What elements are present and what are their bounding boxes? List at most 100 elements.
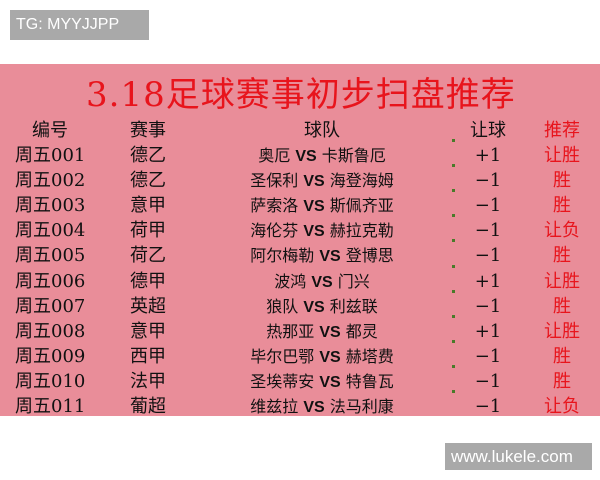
match-code: 周五008 xyxy=(15,320,86,342)
away-team: 都灵 xyxy=(345,321,378,341)
cell-marker-icon xyxy=(452,239,455,243)
away-team: 卡斯鲁厄 xyxy=(321,146,386,165)
match-code: 周五007 xyxy=(15,295,86,317)
handicap: +1 xyxy=(474,270,502,292)
teams: 萨索洛 VS 斯佩齐亚 xyxy=(222,193,422,219)
cell-marker-icon xyxy=(452,390,455,393)
recommendation: 让负 xyxy=(544,220,580,242)
away-team: 特鲁瓦 xyxy=(345,371,394,391)
teams: 海伦芬 VS 赫拉克勒 xyxy=(222,218,422,244)
watermark-bottom: www.lukele.com xyxy=(445,443,592,470)
league: 德甲 xyxy=(130,270,166,292)
table-row: 周五007 英超 狼队 VS 利兹联 −1 胜 xyxy=(0,289,600,319)
match-code: 周五006 xyxy=(15,270,86,292)
home-team: 热那亚 xyxy=(266,321,315,341)
league: 西甲 xyxy=(130,345,166,367)
match-code: 周五001 xyxy=(15,145,86,166)
recommendation-board: 3.18足球赛事初步扫盘推荐 编号 赛事 球队 让球 推荐 周五001 德乙 奥厄 … xyxy=(0,64,600,420)
away-team: 登博思 xyxy=(345,246,394,266)
handicap: +1 xyxy=(474,145,502,166)
table-row: 周五005 荷乙 阿尔梅勒 VS 登博思 −1 胜 xyxy=(0,239,600,269)
match-code: 周五002 xyxy=(15,170,86,192)
watermark-top: TG: MYYJJPP xyxy=(10,10,149,40)
teams: 奥厄 VS 卡斯鲁厄 xyxy=(222,143,422,169)
cell-marker-icon xyxy=(452,339,455,343)
handicap: −1 xyxy=(474,295,502,317)
teams: 热那亚 VS 都灵 xyxy=(222,319,422,345)
away-team: 法马利康 xyxy=(329,397,394,416)
header-league: 赛事 xyxy=(130,120,166,141)
vs-label: VS xyxy=(311,273,333,291)
teams: 维兹拉 VS 法马利康 xyxy=(222,394,422,420)
away-team: 利兹联 xyxy=(329,296,378,316)
teams: 阿尔梅勒 VS 登博思 xyxy=(222,243,422,269)
recommendation: 让胜 xyxy=(544,270,580,292)
cell-marker-icon xyxy=(452,314,455,318)
vs-label: VS xyxy=(319,323,341,341)
cell-marker-icon xyxy=(452,164,455,168)
home-team: 波鸿 xyxy=(274,271,307,291)
table-row: 周五002 德乙 圣保利 VS 海登海姆 −1 胜 xyxy=(0,164,600,193)
table-row: 周五010 法甲 圣埃蒂安 VS 特鲁瓦 −1 胜 xyxy=(0,364,600,395)
match-code: 周五011 xyxy=(15,396,86,417)
cell-marker-icon xyxy=(452,189,455,193)
handicap: −1 xyxy=(474,170,502,192)
league: 葡超 xyxy=(130,396,166,417)
table-row: 周五006 德甲 波鸿 VS 门兴 +1 让胜 xyxy=(0,264,600,295)
match-code: 周五003 xyxy=(15,195,86,217)
recommendation: 胜 xyxy=(553,345,571,367)
away-team: 赫塔费 xyxy=(345,346,394,366)
vs-label: VS xyxy=(319,348,341,366)
table-row: 周五009 西甲 毕尔巴鄂 VS 赫塔费 −1 胜 xyxy=(0,339,600,370)
vs-label: VS xyxy=(303,173,325,191)
page-title: 3.18足球赛事初步扫盘推荐 xyxy=(86,75,516,115)
teams: 圣埃蒂安 VS 特鲁瓦 xyxy=(222,369,422,395)
header-teams: 球队 xyxy=(304,120,340,141)
handicap: −1 xyxy=(474,220,502,242)
recommendation: 胜 xyxy=(553,245,571,267)
recommendation: 胜 xyxy=(553,295,571,317)
home-team: 圣保利 xyxy=(250,171,299,191)
header-code: 编号 xyxy=(32,120,68,141)
table-row: 周五004 荷甲 海伦芬 VS 赫拉克勒 −1 让负 xyxy=(0,214,600,244)
handicap: −1 xyxy=(474,195,502,217)
vs-label: VS xyxy=(319,373,341,391)
home-team: 圣埃蒂安 xyxy=(250,371,315,391)
teams: 毕尔巴鄂 VS 赫塔费 xyxy=(222,344,422,370)
league: 荷乙 xyxy=(130,245,166,267)
home-team: 阿尔梅勒 xyxy=(250,246,315,266)
recommendation: 让负 xyxy=(544,396,580,417)
league: 英超 xyxy=(130,295,166,317)
home-team: 萨索洛 xyxy=(250,196,299,216)
match-code: 周五009 xyxy=(15,345,86,367)
home-team: 狼队 xyxy=(266,296,299,316)
header-row: 编号 赛事 球队 让球 推荐 xyxy=(0,118,600,143)
home-team: 维兹拉 xyxy=(250,397,299,416)
home-team: 奥厄 xyxy=(258,146,291,165)
table-row: 周五001 德乙 奥厄 VS 卡斯鲁厄 +1 让胜 xyxy=(0,139,600,169)
handicap: −1 xyxy=(474,370,502,392)
cell-marker-icon xyxy=(452,139,455,142)
recommendation: 胜 xyxy=(553,195,571,217)
vs-label: VS xyxy=(295,148,317,165)
match-code: 周五005 xyxy=(15,245,86,267)
league: 德乙 xyxy=(130,145,166,166)
handicap: −1 xyxy=(474,396,502,417)
handicap: −1 xyxy=(474,245,502,267)
table-row: 周五011 葡超 维兹拉 VS 法马利康 −1 让负 xyxy=(0,390,600,420)
cell-marker-icon xyxy=(452,364,455,368)
cell-marker-icon xyxy=(452,264,455,268)
cell-marker-icon xyxy=(452,214,455,218)
teams: 波鸿 VS 门兴 xyxy=(222,269,422,295)
league: 荷甲 xyxy=(130,220,166,242)
away-team: 门兴 xyxy=(337,271,370,291)
away-team: 赫拉克勒 xyxy=(329,221,394,241)
league: 意甲 xyxy=(130,320,166,342)
away-team: 海登海姆 xyxy=(329,171,394,191)
vs-label: VS xyxy=(303,223,325,241)
match-code: 周五010 xyxy=(15,370,86,392)
vs-label: VS xyxy=(303,298,325,316)
table-row: 周五008 意甲 热那亚 VS 都灵 +1 让胜 xyxy=(0,314,600,345)
home-team: 海伦芬 xyxy=(250,221,299,241)
match-code: 周五004 xyxy=(15,220,86,242)
